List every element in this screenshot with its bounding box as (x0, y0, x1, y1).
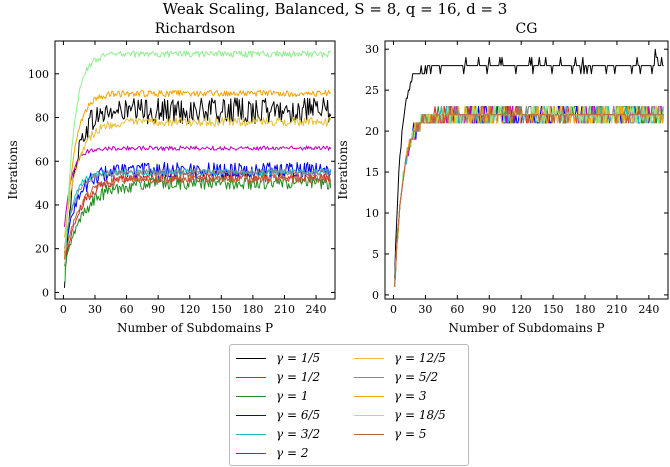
x-tick-label: 90 (482, 303, 496, 316)
series-line (394, 106, 665, 287)
y-tick-label: 30 (365, 43, 379, 56)
y-tick-label: 100 (28, 68, 49, 81)
legend-label: γ = 2 (276, 446, 309, 460)
series-line (394, 106, 664, 287)
series-line (64, 50, 332, 282)
series-line (64, 97, 332, 288)
x-tick-label: 180 (575, 303, 596, 316)
y-tick-label: 15 (365, 166, 379, 179)
series-line (394, 106, 664, 287)
legend-item: γ = 3 (354, 387, 427, 405)
series-line (394, 106, 665, 287)
y-tick-label: 0 (42, 286, 49, 299)
y-tick-label: 5 (372, 248, 379, 261)
series-line (394, 106, 664, 287)
x-tick-label: 30 (88, 303, 102, 316)
legend-swatch (236, 414, 266, 416)
y-axis-label: Iterations (6, 140, 20, 199)
legend-item: γ = 5 (354, 425, 427, 443)
legend-swatch (354, 357, 384, 359)
legend-item: γ = 6/5 (236, 406, 320, 424)
y-axis-label: Iterations (336, 140, 350, 199)
y-tick-label: 20 (365, 125, 379, 138)
x-tick-label: 60 (450, 303, 464, 316)
series-line (64, 170, 332, 267)
x-tick-label: 60 (120, 303, 134, 316)
legend-label: γ = 12/5 (394, 351, 446, 365)
legend-label: γ = 6/5 (276, 408, 321, 422)
legend-item: γ = 12/5 (354, 349, 446, 367)
y-tick-label: 25 (365, 84, 379, 97)
legend-label: γ = 1 (276, 389, 309, 403)
legend-swatch (236, 357, 266, 359)
panel-title: Richardson (155, 21, 236, 37)
legend-item: γ = 1/5 (236, 349, 320, 367)
legend-label: γ = 1/2 (276, 370, 321, 384)
legend-item: γ = 1/2 (236, 368, 320, 386)
y-tick-label: 20 (35, 243, 49, 256)
legend-swatch (236, 395, 266, 397)
legend-swatch (354, 433, 384, 435)
y-tick-label: 60 (35, 155, 49, 168)
series-line (394, 48, 664, 279)
panel-cg: CG 0 30 60 90 120 150 180 210 240 0 5 10 15 20 25 30 Numb… (336, 21, 669, 335)
x-axis-label: Number of Subdomains P (448, 321, 604, 335)
legend-item: γ = 3/2 (236, 425, 320, 443)
x-tick-label: 90 (151, 303, 165, 316)
x-tick-label: 180 (242, 303, 263, 316)
series-line (64, 89, 331, 260)
legend-label: γ = 3 (394, 389, 427, 403)
series-line (394, 106, 665, 287)
legend-swatch (236, 452, 266, 454)
x-tick-label: 150 (211, 303, 232, 316)
x-axis-label: Number of Subdomains P (117, 321, 273, 335)
x-tick-label: 240 (306, 303, 327, 316)
suptitle: Weak Scaling, Balanced, S = 8, q = 16, d… (163, 0, 508, 18)
x-tick-label: 0 (390, 303, 397, 316)
series-line (394, 106, 664, 287)
series-line (64, 168, 332, 249)
x-tick-label: 210 (606, 303, 627, 316)
series-line (64, 117, 332, 238)
x-tick-label: 210 (274, 303, 295, 316)
x-tick-label: 0 (60, 303, 67, 316)
axes-frame (384, 40, 669, 300)
panel-title: CG (516, 21, 538, 37)
legend-item: γ = 18/5 (354, 406, 446, 424)
legend-label: γ = 18/5 (394, 408, 446, 422)
panel-richardson: Richardson 0 30 60 90 120 150 180 210 240 0 20 40 60 8… (6, 21, 336, 335)
x-tick-label: 30 (418, 303, 432, 316)
series-line (394, 106, 664, 287)
series-line (394, 106, 664, 287)
series-line (64, 145, 332, 227)
series-group (64, 50, 332, 288)
legend-swatch (354, 414, 384, 416)
legend: γ = 1/5 γ = 1/2 γ = 1 γ = 6/5 γ = 3/2 γ = 2 γ … (229, 344, 469, 466)
legend-swatch (236, 433, 266, 435)
legend-swatch (354, 376, 384, 378)
legend-swatch (236, 376, 266, 378)
legend-label: γ = 5 (394, 427, 427, 441)
axes-frame (54, 40, 336, 300)
legend-label: γ = 1/5 (276, 351, 321, 365)
y-tick-label: 10 (365, 207, 379, 220)
series-line (64, 173, 332, 260)
legend-swatch (354, 395, 384, 397)
series-group (394, 48, 665, 287)
legend-item: γ = 5/2 (354, 368, 438, 386)
series-line (394, 106, 665, 287)
x-tick-label: 240 (638, 303, 659, 316)
series-line (64, 176, 332, 267)
y-tick-label: 80 (35, 112, 49, 125)
legend-label: γ = 5/2 (394, 370, 439, 384)
legend-item: γ = 2 (236, 444, 309, 462)
x-tick-label: 150 (543, 303, 564, 316)
x-tick-label: 120 (179, 303, 200, 316)
y-tick-label: 0 (372, 289, 379, 302)
legend-item: γ = 1 (236, 387, 309, 405)
y-tick-label: 40 (35, 199, 49, 212)
x-tick-label: 120 (511, 303, 532, 316)
legend-label: γ = 3/2 (276, 427, 321, 441)
